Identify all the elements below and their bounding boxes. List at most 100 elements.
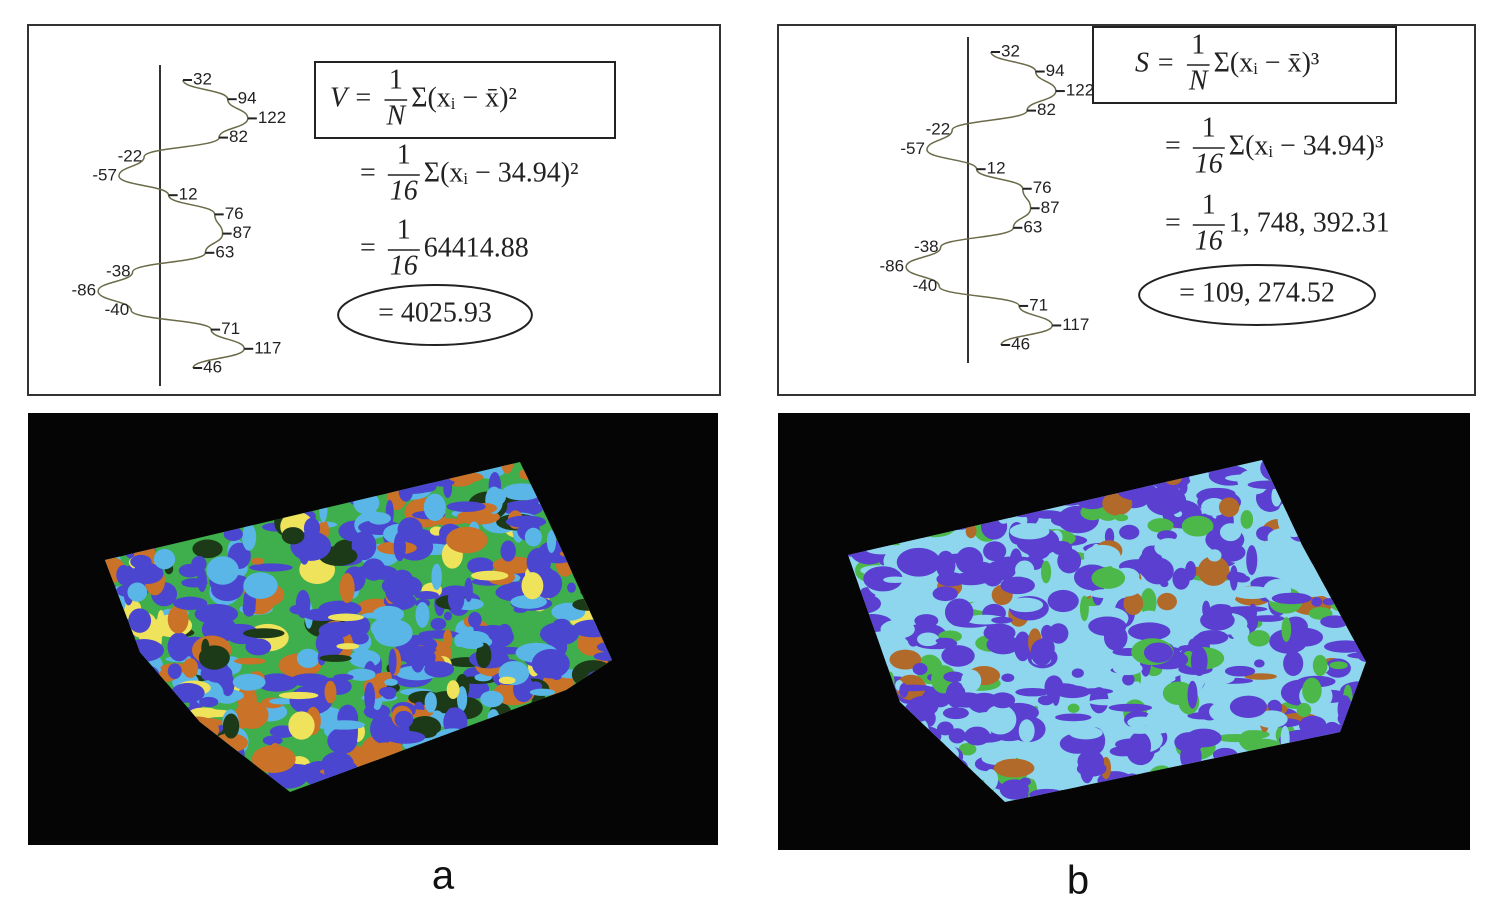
terrain-patch (1048, 623, 1069, 644)
terrain-patch (965, 524, 977, 539)
terrain-patch (1229, 565, 1238, 591)
terrain-patch (917, 632, 940, 647)
formula-denominator: N (386, 100, 407, 131)
terrain-patch (961, 669, 982, 692)
terrain-patch (251, 557, 265, 565)
result-circle (337, 284, 533, 346)
trace-label: 82 (229, 127, 248, 146)
terrain-patch (268, 698, 295, 705)
terrain-patch (1246, 545, 1258, 576)
formula-denominator: N (1188, 65, 1209, 96)
terrain-patch (863, 566, 903, 592)
trace-label: 117 (254, 338, 281, 357)
terrain-patch (367, 512, 391, 525)
terrain-patch (447, 586, 465, 612)
terrain-patch (510, 594, 548, 609)
terrain-patch (986, 634, 1020, 655)
terrain-patch (1154, 538, 1183, 558)
terrain-patch (1067, 703, 1080, 714)
terrain-patch (397, 517, 423, 543)
trace-label: 46 (1011, 334, 1030, 353)
trace-label: 76 (225, 204, 244, 223)
terrain-patch (1271, 592, 1312, 605)
terrain-patch (468, 611, 482, 628)
terrain-patch (291, 673, 329, 687)
terrain-patch (1329, 661, 1348, 670)
terrain-patch (1120, 725, 1160, 734)
terrain-patch (1283, 650, 1304, 677)
terrain-patch (1286, 627, 1324, 647)
terrain-patch (423, 493, 446, 522)
terrain-patch (199, 696, 219, 708)
formula-box (1092, 26, 1397, 104)
formula-lhs: = (1165, 130, 1181, 161)
terrain-patch (1108, 703, 1153, 712)
formula-numerator: 1 (1191, 29, 1205, 60)
terrain-patch (1190, 646, 1208, 677)
terrain-patch (153, 548, 176, 570)
trace-label: 71 (1029, 295, 1048, 314)
formula-lhs: = (360, 232, 376, 263)
terrain-patch (1157, 592, 1177, 611)
terrain-patch (414, 591, 439, 600)
terrain-patch (385, 730, 426, 744)
terrain-patch (1162, 491, 1174, 501)
terrain-patch (188, 707, 220, 719)
terrain-patch (1302, 677, 1322, 704)
terrain-patch (351, 531, 377, 561)
terrain-patch (1157, 674, 1176, 683)
terrain-patch (958, 743, 977, 756)
terrain-patch (364, 682, 376, 713)
terrain-patch (191, 556, 207, 572)
terrain-patch (1007, 597, 1044, 613)
terrain-patch (319, 654, 352, 662)
terrain-patch (1091, 567, 1126, 589)
terrain-patch (256, 673, 298, 692)
terrain-patch (281, 527, 305, 545)
formula-body: Σ(xᵢ − 34.94)³ (1229, 130, 1384, 161)
terrain-patch (1215, 733, 1255, 743)
trace-label: 87 (1041, 198, 1060, 217)
terrain-patch (1265, 548, 1281, 570)
formula-denominator: 16 (390, 250, 418, 281)
terrain-patch (502, 483, 543, 501)
terrain-patch (370, 727, 394, 734)
terrain-patch (492, 556, 537, 574)
formula-lhs: = (360, 157, 376, 188)
terrain-patch (945, 681, 966, 708)
terrain-patch (1128, 622, 1171, 641)
formula-body: 1, 748, 392.31 (1229, 207, 1390, 238)
terrain-patch (242, 599, 256, 617)
trace-label: -86 (72, 281, 97, 300)
terrain-patch (531, 649, 570, 679)
terrain-patch (539, 622, 579, 646)
terrain-patch (1103, 624, 1128, 651)
terrain-patch (1181, 515, 1214, 537)
terrain-patch (1009, 523, 1050, 540)
terrain-patch (167, 663, 182, 679)
terrain-patch (1178, 645, 1198, 652)
terrain-patch (480, 690, 504, 708)
formula-lhs: = (1165, 207, 1181, 238)
terrain-patch (446, 501, 486, 512)
terrain-patch (567, 582, 576, 593)
trace-label: 32 (193, 69, 212, 88)
terrain-patch (353, 564, 398, 580)
trace-label: 122 (1066, 81, 1094, 100)
formula-body: Σ(xᵢ − x̄)² (411, 82, 517, 113)
terrain-patch (505, 515, 547, 528)
terrain-patch (222, 713, 240, 739)
trace-label: -40 (913, 276, 938, 295)
terrain-patch (1229, 695, 1267, 718)
terrain-patch (593, 651, 612, 661)
terrain-patch (1185, 728, 1222, 748)
terrain-patch (1049, 683, 1079, 693)
terrain-patch (324, 680, 337, 704)
terrain-patch (529, 688, 556, 696)
formula-numerator: 1 (389, 64, 403, 95)
terrain-patch (349, 649, 381, 668)
trace (97, 79, 249, 369)
terrain-patch (339, 573, 355, 603)
terrain-patch (116, 564, 131, 585)
formula-body: Σ(xᵢ − 34.94)² (424, 157, 579, 188)
